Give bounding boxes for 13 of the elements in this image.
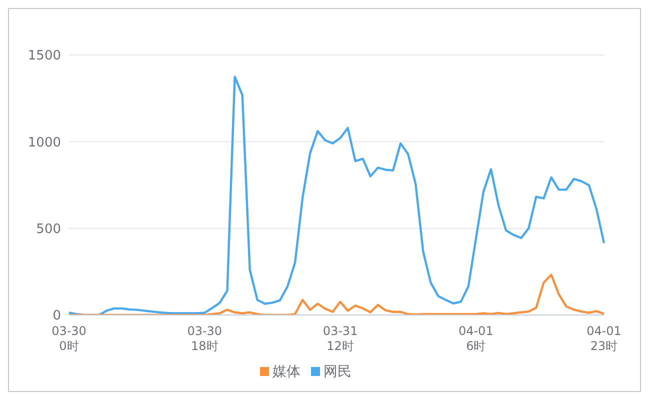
legend-label: 媒体 (272, 364, 300, 380)
x-tick-label: 03-30 0时 (52, 324, 86, 353)
y-tick-label: 0 (52, 308, 61, 324)
line-series (68, 274, 606, 315)
x-tick-label: 04-01 23时 (586, 324, 622, 353)
y-tick-label: 500 (36, 222, 61, 237)
line-series (68, 76, 606, 315)
x-tick-label: 04-01 6时 (458, 324, 494, 353)
y-tick-label: 1000 (28, 135, 61, 150)
x-tick-label: 03-31 12时 (322, 324, 358, 353)
x-tick-label: 03-30 18时 (187, 324, 222, 353)
legend-label: 网民 (324, 364, 352, 380)
y-tick-label: 1500 (28, 48, 61, 64)
